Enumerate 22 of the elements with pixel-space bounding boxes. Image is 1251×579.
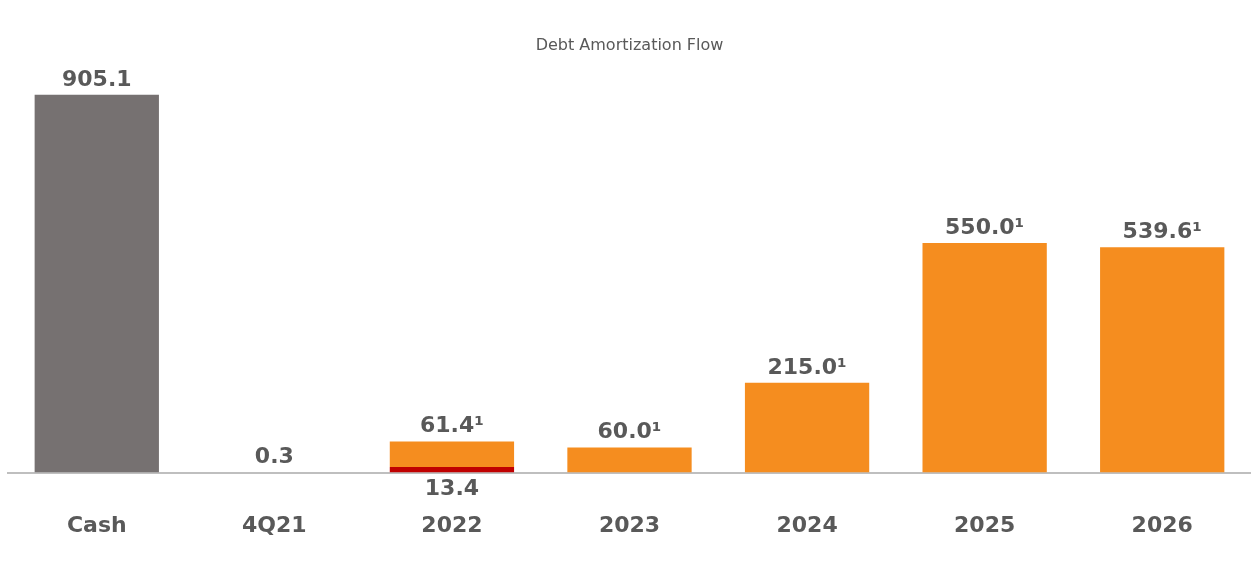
data-label: 905.1 — [61, 65, 132, 91]
x-tick-label: 2023 — [598, 511, 661, 537]
data-label: 60.0¹ — [597, 418, 662, 444]
bar — [389, 441, 515, 468]
x-tick-label: 4Q21 — [242, 511, 307, 537]
bar — [567, 447, 692, 473]
data-label: 0.3 — [254, 443, 294, 469]
chart-title: Debt Amortization Flow — [535, 34, 724, 54]
bar — [922, 243, 1047, 473]
bar — [34, 94, 159, 473]
x-tick-label: Cash — [66, 511, 127, 537]
data-label: 13.4 — [424, 475, 480, 501]
x-tick-label: 2022 — [421, 511, 483, 537]
bar — [1100, 247, 1225, 473]
bar — [744, 382, 870, 473]
data-label: 550.0¹ — [945, 213, 1025, 239]
data-label: 61.4¹ — [419, 412, 484, 438]
x-tick-label: 2026 — [1131, 511, 1193, 537]
x-tick-label: 2025 — [954, 511, 1016, 537]
x-tick-label: 2024 — [776, 511, 838, 537]
data-label: 539.6¹ — [1122, 218, 1202, 244]
data-label: 215.0¹ — [767, 353, 847, 379]
